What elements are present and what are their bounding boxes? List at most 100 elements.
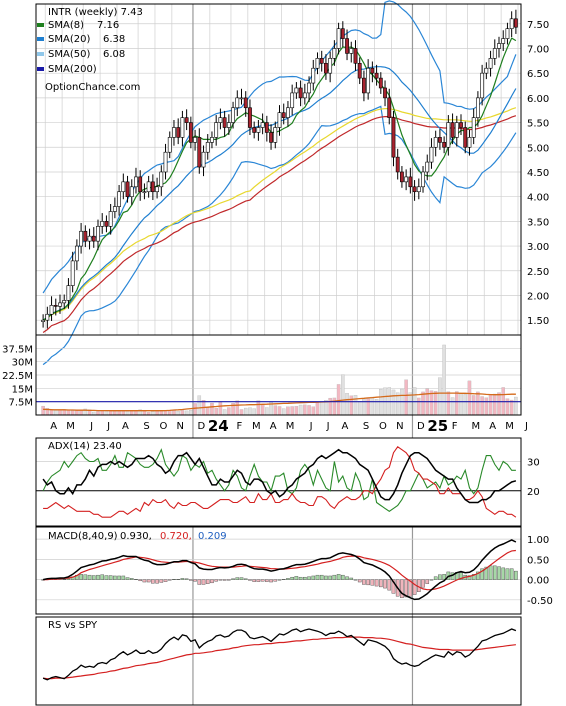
candle-body: [180, 117, 185, 138]
volume-bar: [205, 407, 210, 416]
volume-bar: [277, 406, 282, 416]
macd-histogram-bar: [256, 579, 261, 582]
candle-body: [438, 137, 442, 143]
macd-histogram-bar: [129, 578, 134, 580]
volume-bar: [497, 392, 501, 416]
candle-body: [387, 97, 392, 118]
macd-histogram-bar: [100, 574, 105, 580]
macd-histogram-bar: [357, 579, 362, 583]
month-label: S: [143, 421, 149, 432]
candle-body: [197, 137, 202, 168]
macd-histogram-bar: [303, 576, 307, 580]
month-label: F: [452, 421, 458, 432]
candle-body: [501, 38, 506, 44]
macd-histogram-bar: [159, 579, 164, 583]
month-label: A: [342, 421, 349, 432]
macd-tick-label: 0.50: [527, 555, 549, 566]
candle-body: [298, 87, 303, 99]
macd-histogram-bar: [319, 574, 324, 580]
candle-body: [260, 122, 265, 128]
macd-histogram-bar: [134, 579, 138, 581]
candle-body: [488, 58, 493, 69]
volume-bar: [311, 406, 316, 416]
candle-body: [58, 302, 62, 307]
volume-bar: [193, 403, 197, 416]
volume-tick-label: 15M: [12, 384, 33, 395]
rs-panel: [35, 616, 522, 706]
candle-body: [286, 107, 290, 118]
price-legend: INTR (weekly) 7.43 SMA(8) 7.16 SMA(20) 6…: [37, 7, 143, 93]
macd-histogram-bar: [497, 566, 501, 580]
volume-bar: [243, 407, 248, 416]
month-label: J: [326, 421, 330, 432]
macd-histogram-bar: [222, 579, 227, 581]
macd-histogram-bar: [87, 574, 92, 580]
macd-histogram-bar: [433, 576, 438, 580]
month-label: 24: [208, 417, 229, 435]
candle-body: [214, 122, 219, 138]
candle-body: [87, 235, 92, 242]
volume-bar: [484, 397, 489, 416]
volume-bar: [125, 410, 130, 416]
candle-body: [467, 137, 472, 148]
macd-histogram-bar: [366, 579, 370, 586]
volume-bar: [370, 396, 375, 416]
macd-histogram-bar: [391, 579, 396, 594]
candle-body: [421, 171, 425, 188]
candle-body: [277, 112, 282, 128]
candle-body: [235, 97, 240, 109]
legend-sma50-value: 6.08: [103, 49, 125, 60]
volume-bar: [41, 405, 45, 416]
lower-band-line: [42, 105, 517, 366]
macd-histogram-bar: [189, 579, 193, 581]
volume-bar: [54, 409, 58, 416]
adx-frame: [35, 437, 522, 527]
macd-histogram-bar: [155, 579, 159, 584]
volume-bar: [218, 402, 223, 416]
candle-body: [134, 176, 138, 188]
candle-body: [362, 77, 366, 94]
candle-body: [328, 58, 333, 74]
rs-frame: [35, 616, 522, 706]
candle-body: [108, 211, 113, 227]
volume-bar: [70, 410, 75, 416]
candle-body: [391, 117, 396, 158]
candle-body: [79, 230, 84, 247]
plus-di-line: [42, 448, 516, 512]
candle-body: [480, 72, 485, 99]
macd-histogram-bar: [408, 579, 413, 597]
candle-body: [163, 151, 168, 173]
candle-body: [155, 186, 159, 193]
macd-histogram-bar: [146, 579, 151, 583]
macd-histogram-bar: [176, 579, 180, 581]
candle-body: [256, 127, 261, 133]
candle-body: [315, 58, 320, 69]
macd-histogram-bar: [91, 575, 96, 580]
volume-bar: [353, 395, 358, 416]
volume-tick-label: 7.5M: [8, 398, 33, 409]
macd-histogram-bar: [227, 579, 231, 581]
month-label: M: [471, 421, 480, 432]
candle-body: [446, 122, 451, 148]
candle-body: [243, 97, 248, 109]
source-label: OptionChance.com: [45, 82, 140, 93]
volume-bar: [480, 396, 484, 416]
macd-histogram-bar: [163, 579, 168, 582]
macd-histogram-bar: [412, 579, 417, 595]
legend-sma200-name: SMA(200): [48, 64, 97, 75]
volume-bar: [328, 397, 332, 416]
price-tick-label: 7.50: [527, 20, 549, 31]
macd-histogram-bar: [328, 575, 332, 580]
macd-signal-line: [43, 549, 516, 591]
macd-histogram-bar: [459, 572, 463, 580]
candle-body: [53, 305, 58, 307]
volume-bar: [442, 344, 446, 416]
price-panel: 7.50 7.00 6.50 6.00 5.50 5.00 4.50 4.00 3.50 3.00…: [35, 0, 549, 705]
volume-bar: [252, 408, 256, 416]
candle-body: [121, 181, 126, 193]
price-tick-label: 3.00: [527, 242, 549, 253]
candle-body: [513, 18, 518, 28]
volume-bar: [463, 394, 467, 416]
price-tick-label: 5.00: [527, 143, 549, 154]
volume-bar: [509, 399, 514, 416]
